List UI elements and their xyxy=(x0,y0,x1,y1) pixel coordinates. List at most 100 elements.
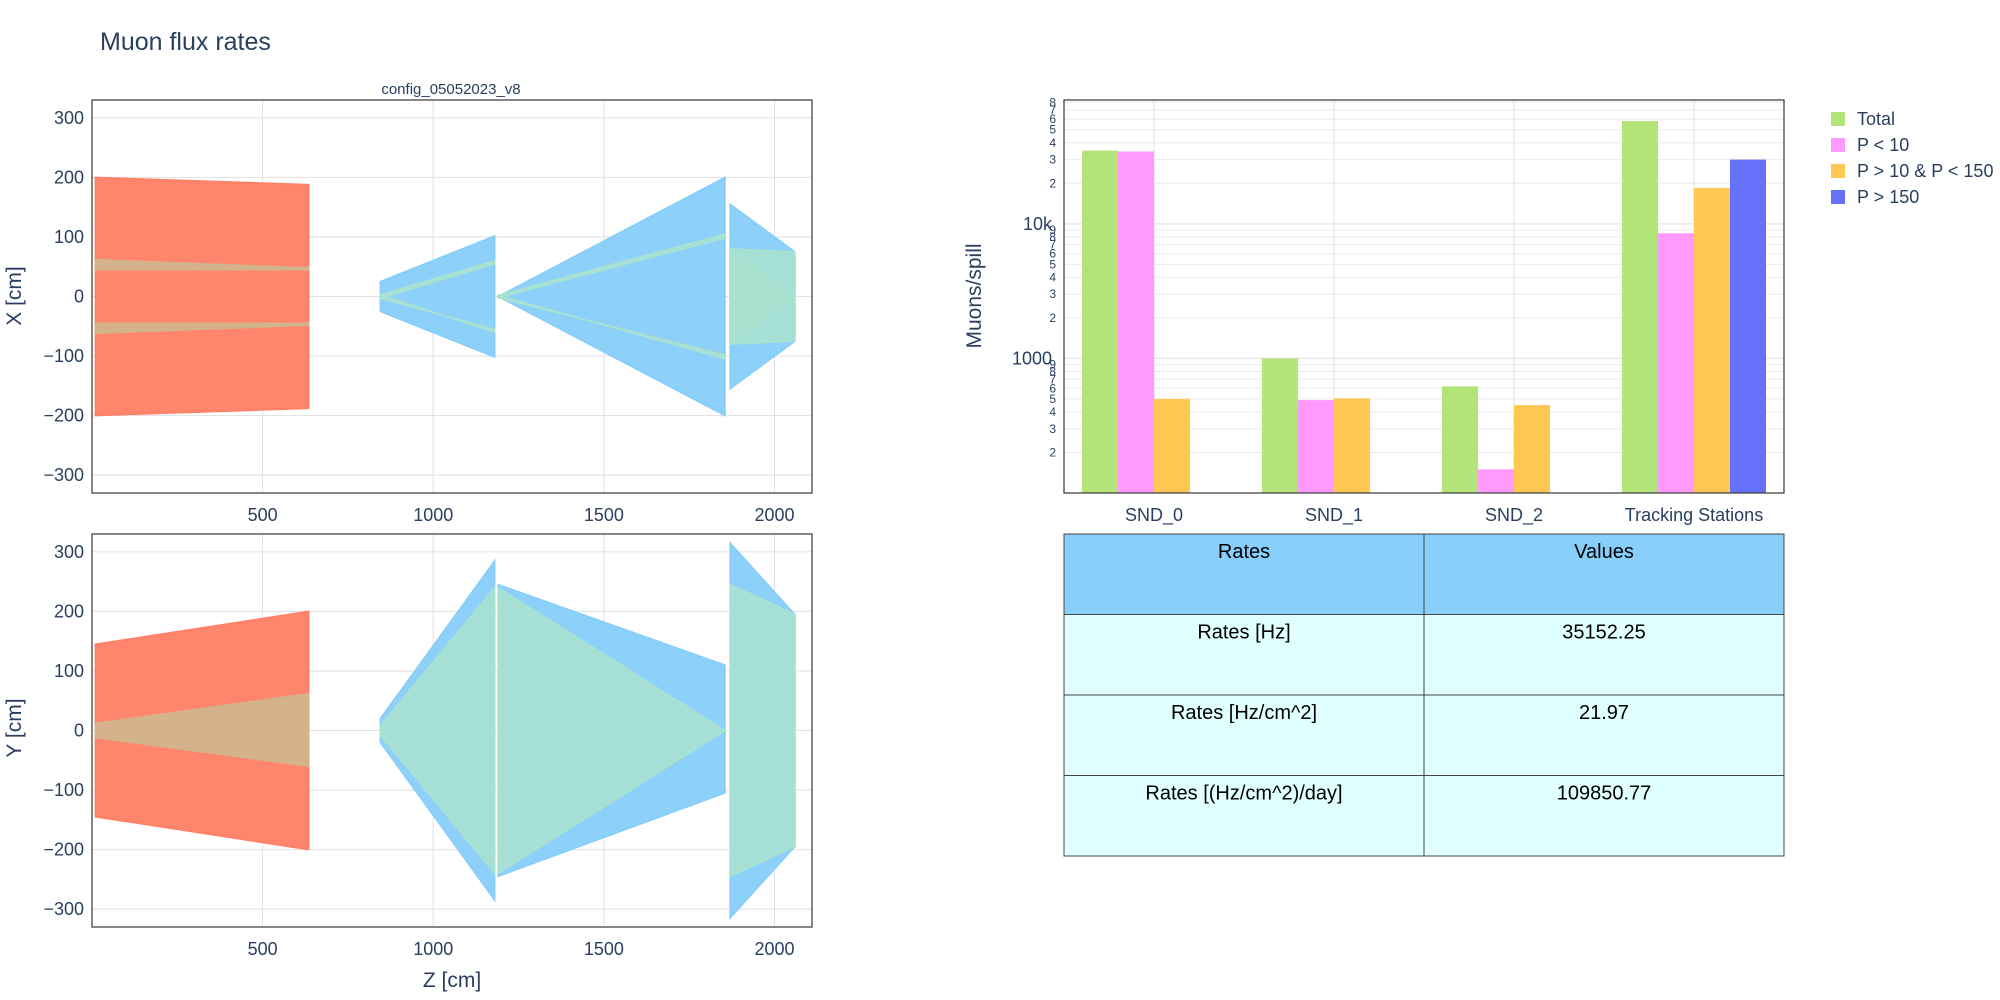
detector-shape-red xyxy=(94,176,310,417)
table-cell-text: Rates [Hz] xyxy=(1197,622,1290,644)
table-cell-text: 21.97 xyxy=(1579,702,1629,724)
y-tick-label: 300 xyxy=(54,542,84,562)
y-tick-label: −300 xyxy=(43,465,84,485)
table-cell xyxy=(1063,694,1425,776)
y-tick-label: 100 xyxy=(54,227,84,247)
page-title: Muon flux rates xyxy=(100,28,271,56)
table-cell xyxy=(1423,614,1785,696)
table-cell-text: 109850.77 xyxy=(1557,783,1652,805)
table-cell xyxy=(1063,775,1425,857)
plot-frame xyxy=(91,533,813,928)
bar-y-axis-title: Muons/spill xyxy=(963,243,986,348)
z-axis-title: Z [cm] xyxy=(423,969,481,992)
bar-p-10[interactable] xyxy=(1658,233,1694,493)
detector-shape-blue xyxy=(496,176,726,417)
legend-label[interactable]: Total xyxy=(1857,109,1895,129)
y-axis-title: Y [cm] xyxy=(3,698,26,757)
bar-total[interactable] xyxy=(1442,386,1478,493)
detector-shape-green xyxy=(729,247,796,345)
y-tick-label: −100 xyxy=(43,346,84,366)
bar-p-10-p-150[interactable] xyxy=(1694,187,1730,493)
y-minor-tick-label: 9 xyxy=(1049,223,1056,237)
y-minor-tick-label: 8 xyxy=(1049,230,1056,244)
y-minor-tick-label: 3 xyxy=(1049,287,1056,301)
x-tick-label: 500 xyxy=(248,505,278,525)
legend-swatch[interactable] xyxy=(1831,112,1845,126)
y-tick-label: 10k xyxy=(1023,214,1053,234)
plot-subtitle: config_05052023_v8 xyxy=(381,81,520,98)
y-minor-tick-label: 7 xyxy=(1049,372,1056,386)
x-tick-label: 1000 xyxy=(413,939,453,959)
y-tick-label: 0 xyxy=(74,287,84,307)
detector-shape-tan xyxy=(94,258,310,271)
detector-shapes xyxy=(94,176,796,417)
bar-p-10-p-150[interactable] xyxy=(1514,405,1550,493)
bar-p-10[interactable] xyxy=(1478,469,1514,493)
plot-frame xyxy=(91,99,813,494)
y-tick-label: −200 xyxy=(43,406,84,426)
legend-swatch[interactable] xyxy=(1831,138,1845,152)
x-tick-label: 1500 xyxy=(584,939,624,959)
y-tick-label: −100 xyxy=(43,780,84,800)
y-tick-label: 100 xyxy=(54,661,84,681)
y-minor-tick-label: 5 xyxy=(1049,392,1056,406)
table-cell xyxy=(1063,614,1425,696)
y-profile-plot: Y [cm] Z [cm] 500 1000 1500 20003002001000−… xyxy=(3,533,813,992)
y-tick-label: −200 xyxy=(43,840,84,860)
y-minor-tick-label: 6 xyxy=(1049,247,1056,261)
y-minor-tick-label: 4 xyxy=(1049,405,1056,419)
y-tick-label: 200 xyxy=(54,167,84,187)
legend-label[interactable]: P < 10 xyxy=(1857,135,1909,155)
x-category-label: Tracking Stations xyxy=(1625,505,1763,525)
table-cell xyxy=(1423,694,1785,776)
legend-label[interactable]: P > 150 xyxy=(1857,187,1919,207)
legend-label[interactable]: P > 10 & P < 150 xyxy=(1857,161,1993,181)
bar-p-10-p-150[interactable] xyxy=(1154,398,1190,493)
y-tick-label: 200 xyxy=(54,601,84,621)
table-cell-text: 35152.25 xyxy=(1562,622,1645,644)
y-minor-tick-label: 4 xyxy=(1049,136,1056,150)
x-axis-title: X [cm] xyxy=(3,266,26,326)
detector-shape-tan xyxy=(94,692,310,768)
y-minor-tick-label: 2 xyxy=(1049,445,1056,459)
bar-p-10[interactable] xyxy=(1298,400,1334,493)
y-minor-tick-label: 3 xyxy=(1049,153,1056,167)
table-header-cell xyxy=(1423,533,1785,615)
table-header-text: Rates xyxy=(1218,541,1270,563)
bar-total[interactable] xyxy=(1262,358,1298,493)
detector-shape-green xyxy=(379,293,496,334)
y-tick-label: 300 xyxy=(54,108,84,128)
detector-shape-green xyxy=(729,583,796,878)
detector-shape-green xyxy=(497,586,727,875)
x-category-label: SND_2 xyxy=(1485,505,1543,526)
detector-shape-blue xyxy=(379,234,496,359)
x-tick-label: 2000 xyxy=(754,505,794,525)
x-category-label: SND_0 xyxy=(1125,505,1183,526)
x-tick-label: 500 xyxy=(248,939,278,959)
table-header-text: Values xyxy=(1574,541,1634,563)
bar-p-150[interactable] xyxy=(1730,159,1766,493)
x-profile-plot: config_05052023_v8 X [cm] 500 1000 1500 200… xyxy=(3,81,813,525)
x-tick-label: 2000 xyxy=(754,939,794,959)
y-minor-tick-label: 5 xyxy=(1049,123,1056,137)
detector-shape-green xyxy=(497,294,726,360)
legend-swatch[interactable] xyxy=(1831,190,1845,204)
detector-shape-green xyxy=(379,585,496,876)
y-minor-tick-label: 5 xyxy=(1049,257,1056,271)
table-cell xyxy=(1423,775,1785,857)
y-minor-tick-label: 2 xyxy=(1049,176,1056,190)
y-minor-tick-label: 3 xyxy=(1049,422,1056,436)
rates-table: Rates Values Rates [Hz] 35152.25 Rates [Hz/c… xyxy=(1063,533,1785,857)
bar-p-10-p-150[interactable] xyxy=(1334,398,1370,493)
bar-total[interactable] xyxy=(1622,121,1658,493)
table-cell-text: Rates [Hz/cm^2] xyxy=(1171,702,1317,724)
bar-total[interactable] xyxy=(1082,150,1118,494)
x-tick-label: 1500 xyxy=(584,505,624,525)
y-tick-label: 0 xyxy=(74,721,84,741)
bar-legend[interactable]: Total P < 10 P > 10 & P < 150 P > 150 xyxy=(1831,109,1993,207)
bar-p-10[interactable] xyxy=(1118,151,1154,493)
table-cell-text: Rates [(Hz/cm^2)/day] xyxy=(1145,783,1342,805)
legend-swatch[interactable] xyxy=(1831,164,1845,178)
muon-bar-chart: Muons/spill 2345678910002345678910k23456… xyxy=(963,95,1785,526)
